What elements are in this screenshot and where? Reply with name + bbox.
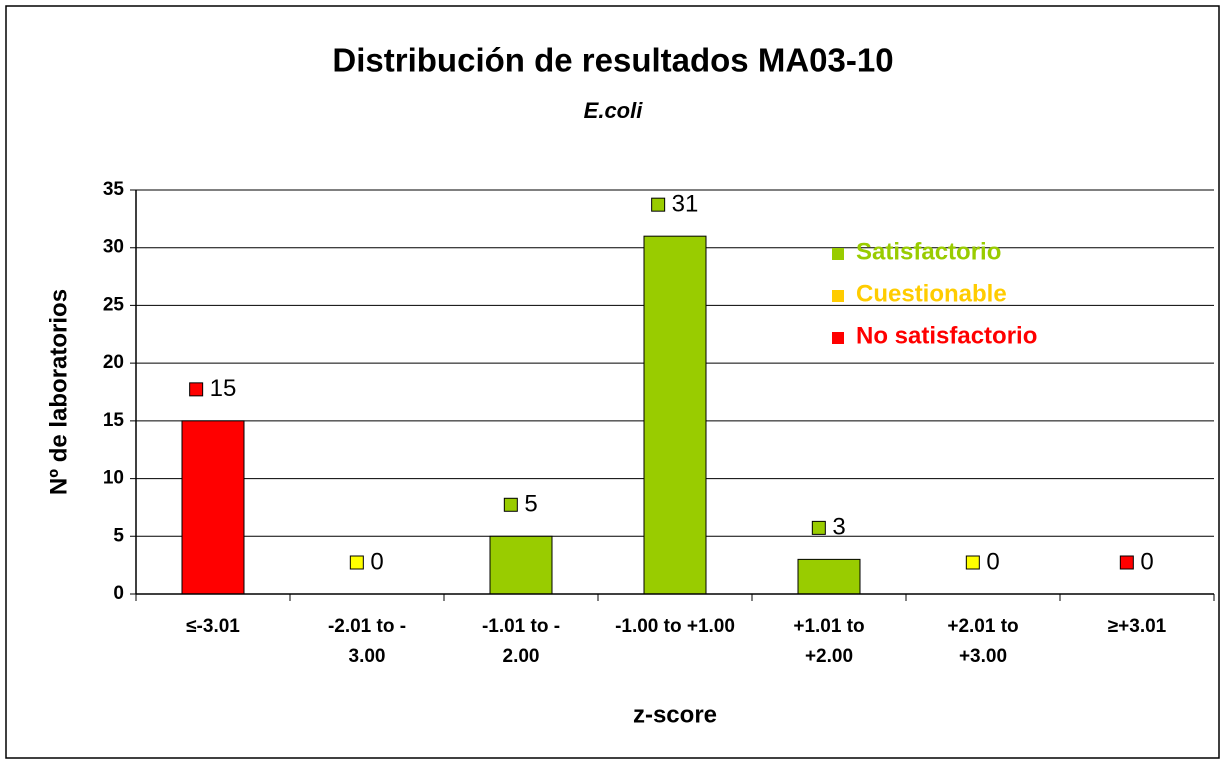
y-tick-label: 15 xyxy=(103,410,125,431)
legend-label: Cuestionable xyxy=(856,280,1007,307)
legend-key xyxy=(832,332,844,344)
data-label-key xyxy=(811,520,826,535)
data-label-key xyxy=(189,382,204,397)
chart-subtitle: E.coli xyxy=(584,98,644,123)
data-label: 5 xyxy=(524,491,537,518)
data-label: 31 xyxy=(672,191,699,218)
y-tick-label: 25 xyxy=(103,294,125,315)
data-label: 0 xyxy=(986,548,999,575)
chart-frame xyxy=(5,5,1220,759)
y-tick-label: 0 xyxy=(113,583,124,604)
bar xyxy=(489,535,553,595)
data-label: 0 xyxy=(1140,548,1153,575)
legend-key xyxy=(832,248,844,260)
data-label-key xyxy=(349,555,364,570)
data-label-key xyxy=(1119,555,1134,570)
bar xyxy=(797,558,861,595)
y-axis-label: Nº de laboratorios xyxy=(45,289,72,495)
x-tick-label: -2.01 to - 3.00 xyxy=(327,616,407,667)
legend-key xyxy=(832,290,844,302)
data-label: 15 xyxy=(210,375,237,402)
data-label-key xyxy=(965,555,980,570)
chart-title: Distribución de resultados MA03-10 xyxy=(332,42,893,79)
x-tick-label: ≥+3.01 xyxy=(1107,616,1167,637)
legend-label: No satisfactorio xyxy=(856,322,1037,349)
y-tick-label: 5 xyxy=(113,525,124,546)
bar xyxy=(181,420,245,595)
x-tick-label: ≤-3.01 xyxy=(186,616,240,637)
x-axis-label: z-score xyxy=(633,701,717,728)
x-tick-label: +1.01 to +2.00 xyxy=(793,616,865,667)
data-label-key xyxy=(503,497,518,512)
y-tick-label: 10 xyxy=(103,468,124,489)
data-label-key xyxy=(651,197,666,212)
y-tick-label: 30 xyxy=(103,237,124,258)
legend-label: Satisfactorio xyxy=(856,238,1001,265)
y-tick-label: 20 xyxy=(103,352,124,373)
data-label: 0 xyxy=(370,548,383,575)
y-tick-label: 35 xyxy=(103,179,125,200)
bar xyxy=(643,235,707,595)
x-tick-label: -1.00 to +1.00 xyxy=(615,616,735,637)
x-tick-label: -1.01 to - 2.00 xyxy=(481,616,561,667)
data-label: 3 xyxy=(832,514,845,541)
x-tick-label: +2.01 to +3.00 xyxy=(947,616,1019,667)
